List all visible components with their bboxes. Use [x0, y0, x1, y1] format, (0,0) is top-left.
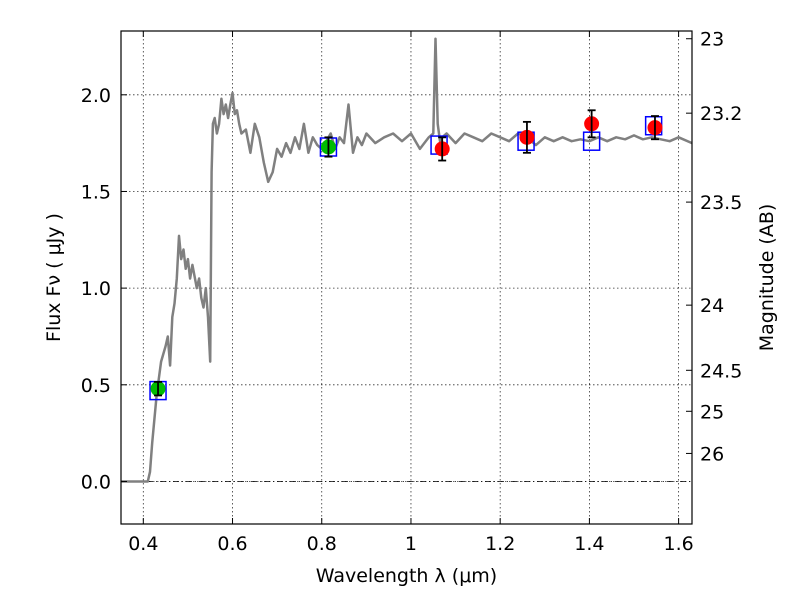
- x-tick-label: 1: [405, 533, 417, 555]
- y-tick-label: 1.0: [81, 278, 111, 300]
- x-tick-label: 0.6: [217, 533, 247, 555]
- observed-points: [150, 109, 663, 397]
- y-tick-label: 1.5: [81, 181, 111, 203]
- y-axis-label: Flux Fν ( μJy ): [43, 213, 65, 342]
- magnitude-tick-label: 23: [700, 29, 724, 51]
- y-tick-label: 2.0: [81, 85, 111, 107]
- magnitude-tick-label: 26: [700, 443, 724, 465]
- magnitude-tick-label: 23.5: [700, 192, 742, 214]
- magnitude-tick-label: 25: [700, 401, 724, 423]
- x-axis-ticks: 0.4 0.6 0.8 1 1.2 1.4 1.6: [128, 31, 694, 555]
- x-tick-label: 1.2: [485, 533, 515, 555]
- y-tick-label: 0.0: [81, 471, 111, 493]
- y-axis-ticks: 0.0 0.5 1.0 1.5 2.0: [81, 85, 127, 493]
- magnitude-axis-ticks: 23 23.2 23.5 24 24.5 25 26: [686, 29, 742, 465]
- plot-frame: [120, 30, 693, 525]
- x-axis-label: Wavelength λ (μm): [316, 565, 497, 587]
- y-tick-label: 0.5: [81, 375, 111, 397]
- magnitude-tick-label: 23.2: [700, 103, 742, 125]
- x-tick-label: 0.4: [128, 533, 158, 555]
- x-tick-label: 1.4: [574, 533, 604, 555]
- magnitude-tick-label: 24: [700, 295, 724, 317]
- grid: [121, 31, 692, 524]
- magnitude-axis-label: Magnitude (AB): [756, 204, 778, 352]
- plot-background: [121, 31, 692, 524]
- magnitude-tick-label: 24.5: [700, 360, 742, 382]
- x-tick-label: 1.6: [664, 533, 694, 555]
- x-tick-label: 0.8: [307, 533, 337, 555]
